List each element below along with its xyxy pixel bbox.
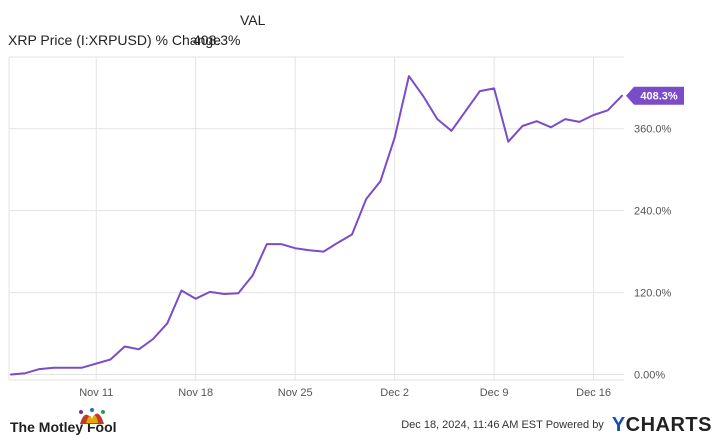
x-axis-ticks: Nov 11 Nov 18 Nov 25 Dec 2 Dec 9 Dec 16 <box>79 387 611 399</box>
y-tick-label: 0.00% <box>634 370 665 382</box>
end-label-flag <box>626 86 684 105</box>
ycharts-logo-y: Y <box>611 413 626 436</box>
legend-series-name[interactable]: XRP Price (I:XRPUSD) % Change <box>8 32 221 48</box>
jester-hat-icon <box>79 408 105 424</box>
chart-legend: VAL XRP Price (I:XRPUSD) % Change 408.3% <box>0 0 300 56</box>
series-line <box>10 75 623 376</box>
x-tick-label: Dec 16 <box>576 387 611 399</box>
ycharts-logo[interactable]: Y CHARTS <box>612 414 712 437</box>
end-label-text: 408.3% <box>640 91 678 103</box>
legend-series-value: 408.3% <box>193 32 241 48</box>
end-value-label: 408.3% <box>626 86 684 105</box>
timestamp-text: Dec 18, 2024, 11:46 AM EST Powered by <box>401 419 604 431</box>
y-axis-ticks: 0.00% 120.0% 240.0% 360.0% <box>634 124 672 382</box>
ycharts-logo-text: CHARTS <box>625 413 712 436</box>
chart-series <box>10 75 623 376</box>
legend-value-header: VAL <box>240 12 266 28</box>
y-tick-label: 360.0% <box>634 124 672 136</box>
x-tick-label: Nov 18 <box>178 387 213 399</box>
x-tick-label: Dec 9 <box>480 387 509 399</box>
x-tick-label: Dec 2 <box>380 387 409 399</box>
y-tick-label: 120.0% <box>634 288 672 300</box>
x-tick-label: Nov 25 <box>278 387 313 399</box>
x-tick-label: Nov 11 <box>79 387 113 399</box>
chart-grid <box>8 56 624 381</box>
y-tick-label: 240.0% <box>634 206 672 218</box>
